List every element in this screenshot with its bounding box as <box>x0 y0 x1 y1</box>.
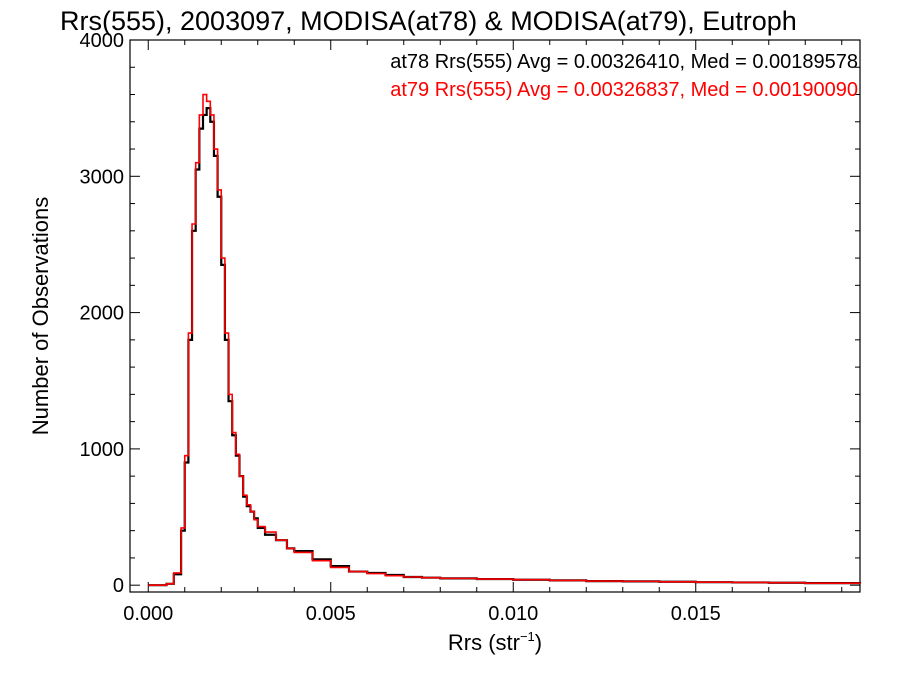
series-layer <box>148 93 862 587</box>
plot-border <box>129 39 861 593</box>
series-line-at78 <box>148 107 862 587</box>
series-line-at79 <box>148 93 861 586</box>
y-tick-label: 1000 <box>80 439 125 461</box>
y-tick-label: 0 <box>113 575 124 597</box>
y-tick-label: 4000 <box>80 30 125 52</box>
x-tick-label: 0.005 <box>306 603 356 625</box>
x-axis-title-base: Rrs (str <box>448 630 520 655</box>
plot-frame <box>129 39 861 593</box>
x-axis-title-close: ) <box>535 630 542 655</box>
y-tick-label: 3000 <box>80 166 125 188</box>
y-axis: 0 1000 2000 3000 4000 <box>80 30 860 597</box>
x-tick-label: 0.010 <box>488 603 538 625</box>
x-tick-label: 0.015 <box>671 603 721 625</box>
x-axis: 0.000 0.005 0.010 0.015 <box>123 40 843 625</box>
x-axis-title-exponent: −1 <box>520 629 535 644</box>
y-axis-title: Number of Observations <box>28 197 53 435</box>
chart-title: Rrs(555), 2003097, MODISA(at78) & MODISA… <box>60 6 797 36</box>
series-at79-stats: at79 Rrs(555) Avg = 0.00326837, Med = 0.… <box>390 79 858 101</box>
series-at78-stats: at78 Rrs(555) Avg = 0.00326410, Med = 0.… <box>390 51 858 73</box>
x-axis-title: Rrs (str−1) <box>448 629 542 655</box>
y-tick-label: 2000 <box>80 303 125 325</box>
x-tick-label: 0.000 <box>123 603 173 625</box>
